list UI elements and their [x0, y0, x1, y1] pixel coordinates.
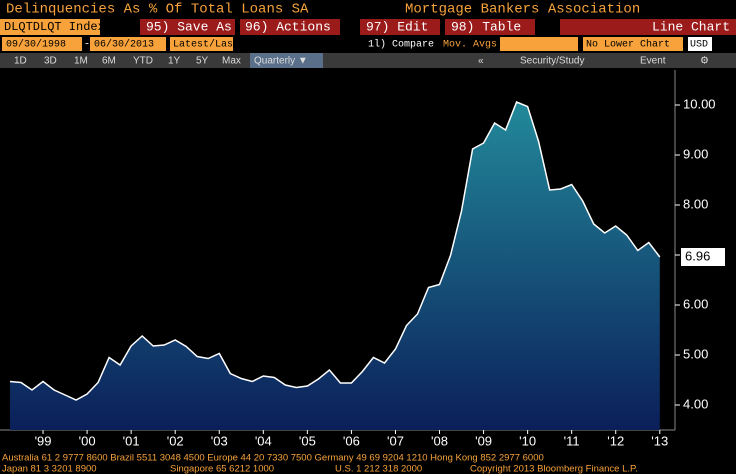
line [9, 101, 661, 401]
x-tick-label: '10 [519, 433, 536, 448]
x-tick-label: '11 [564, 433, 580, 448]
y-tick-label: 6.00 [683, 296, 708, 311]
period-tab[interactable]: 1Y [168, 56, 181, 67]
actions[interactable]: 96) Actions [245, 19, 331, 34]
y-tick-label: 5.00 [683, 346, 708, 361]
x-tick-label: '03 [211, 433, 228, 448]
x-tick-label: '99 [35, 433, 52, 448]
x-tick-label: '04 [255, 433, 272, 448]
y-tick-label: 4.00 [683, 396, 708, 411]
title: Delinquencies As % Of Total Loans SA [6, 2, 309, 18]
period-tab[interactable]: Max [222, 56, 241, 67]
footer-item: Singapore 65 6212 1000 [170, 464, 274, 474]
chart-type[interactable]: Line Chart [652, 19, 730, 34]
y-tick-label: 10.00 [683, 96, 716, 111]
x-tick-label: '07 [387, 433, 404, 448]
y-tick-label: 9.00 [683, 146, 708, 161]
mov-avgs[interactable]: Mov. Avgs [443, 40, 497, 51]
x-tick-label: '06 [343, 433, 360, 448]
input[interactable] [688, 37, 712, 51]
button[interactable] [360, 19, 440, 35]
footer-line: Australia 61 2 9777 8600 Brazil 5511 304… [2, 453, 544, 464]
x-tick-label: '09 [475, 433, 492, 448]
button[interactable] [445, 19, 535, 35]
end-date[interactable]: 06/30/2013 [94, 39, 154, 51]
save-as[interactable]: 95) Save As [146, 19, 232, 34]
x-tick-label: '00 [79, 433, 96, 448]
chart-type-box[interactable] [560, 19, 736, 35]
price-type[interactable]: Latest/Last [173, 39, 239, 51]
tab-bar [0, 53, 736, 68]
currency[interactable]: USD [690, 40, 708, 51]
period-tab[interactable]: 6M [102, 56, 116, 67]
date-sep: - [84, 40, 90, 51]
button[interactable] [140, 19, 235, 35]
collapse[interactable]: « [478, 56, 484, 67]
table[interactable]: 98) Table [451, 19, 521, 34]
last-value-label: 6.96 [685, 248, 710, 263]
x-tick-label: '08 [431, 433, 448, 448]
x-tick-label: '13 [651, 433, 668, 448]
footer-item: Japan 81 3 3201 8900 [2, 464, 97, 474]
source: Mortgage Bankers Association [405, 2, 640, 18]
edit[interactable]: 97) Edit [366, 19, 428, 34]
footer-item: U.S. 1 212 318 2000 [335, 464, 422, 474]
period-tab[interactable]: 1M [74, 56, 88, 67]
period-tab[interactable]: 3D [44, 56, 57, 67]
input[interactable] [583, 37, 683, 51]
compare[interactable]: 1l) Compare [368, 39, 434, 51]
frequency[interactable]: Quarterly ▼ [254, 56, 308, 67]
input[interactable] [2, 37, 82, 51]
y-tick-label: 8.00 [683, 196, 708, 211]
study[interactable]: Security/Study [520, 56, 584, 67]
input[interactable] [500, 37, 578, 51]
footer-item: Copyright 2013 Bloomberg Finance L.P. [470, 464, 638, 474]
x-tick-label: '02 [167, 433, 184, 448]
x-tick-label: '01 [123, 433, 140, 448]
period-tab[interactable]: 1D [14, 56, 27, 67]
x-tick-label: '12 [607, 433, 624, 448]
lower-chart[interactable]: No Lower Chart [586, 39, 670, 51]
event[interactable]: Event [640, 56, 666, 67]
button[interactable] [240, 19, 340, 35]
settings[interactable]: ⚙ [700, 56, 709, 67]
period-tab[interactable]: YTD [133, 56, 153, 67]
x-tick-label: '05 [299, 433, 316, 448]
last-value-box [681, 248, 725, 266]
frequency-box[interactable] [250, 53, 323, 68]
input[interactable] [90, 37, 166, 51]
area [10, 102, 660, 430]
start-date[interactable]: 09/30/1998 [6, 39, 66, 51]
input[interactable] [170, 37, 233, 51]
period-tab[interactable]: 5Y [196, 56, 209, 67]
ticker[interactable]: DLQTDLQT Index [4, 20, 105, 34]
ticker-box [0, 19, 100, 35]
